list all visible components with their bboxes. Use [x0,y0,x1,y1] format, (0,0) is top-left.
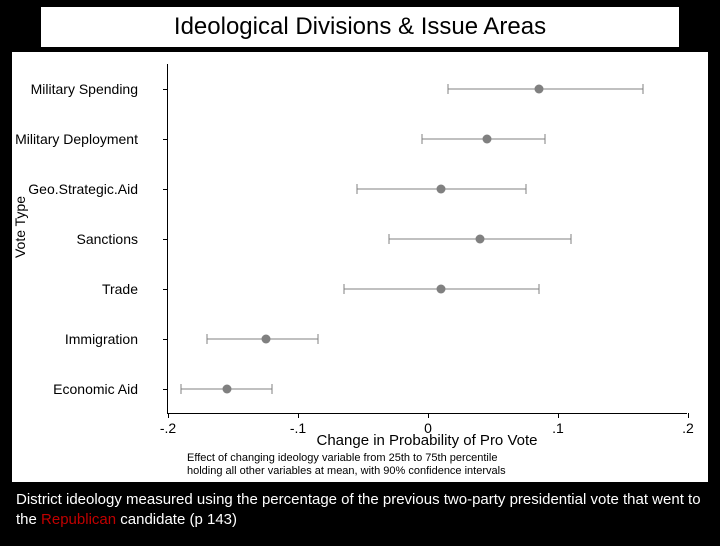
category-label: Sanctions [77,231,138,247]
error-cap [356,184,357,194]
data-point [437,185,446,194]
chart-container: Vote Type -.2-.10.1.2 Change in Probabil… [12,52,708,482]
x-tick [558,413,559,418]
error-cap [343,284,344,294]
x-tick [688,413,689,418]
error-cap [642,84,643,94]
page-title: Ideological Divisions & Issue Areas [174,13,546,40]
title-bar: Ideological Divisions & Issue Areas [40,6,680,48]
plot-region: -.2-.10.1.2 [167,64,687,414]
y-tick [163,339,168,340]
data-point [482,135,491,144]
category-label: Trade [102,281,138,297]
chart-note: Effect of changing ideology variable fro… [187,452,707,478]
y-axis-label: Vote Type [12,196,28,258]
category-label: Economic Aid [53,381,138,397]
y-tick [163,189,168,190]
error-cap [571,234,572,244]
x-axis-label: Change in Probability of Pro Vote [167,432,687,449]
caption-suffix: candidate (p 143) [116,511,237,528]
error-cap [525,184,526,194]
data-point [476,235,485,244]
error-cap [181,384,182,394]
error-cap [207,334,208,344]
data-point [534,85,543,94]
error-cap [389,234,390,244]
y-tick [163,89,168,90]
error-cap [272,384,273,394]
category-label: Military Spending [31,81,138,97]
x-tick [168,413,169,418]
category-label: Immigration [65,331,138,347]
chart-note-line2: holding all other variables at mean, wit… [187,465,707,478]
error-cap [421,134,422,144]
x-tick [428,413,429,418]
data-point [222,385,231,394]
y-tick [163,289,168,290]
data-point [437,285,446,294]
caption-highlight: Republican [41,511,116,528]
error-cap [317,334,318,344]
y-tick [163,139,168,140]
category-label: Military Deployment [15,131,138,147]
y-tick [163,239,168,240]
data-point [261,335,270,344]
category-label: Geo.Strategic.Aid [28,181,138,197]
caption: District ideology measured using the per… [0,482,720,529]
error-cap [545,134,546,144]
error-bar [448,89,643,90]
chart-note-line1: Effect of changing ideology variable fro… [187,452,707,465]
y-tick [163,389,168,390]
error-cap [447,84,448,94]
x-tick [298,413,299,418]
error-cap [538,284,539,294]
